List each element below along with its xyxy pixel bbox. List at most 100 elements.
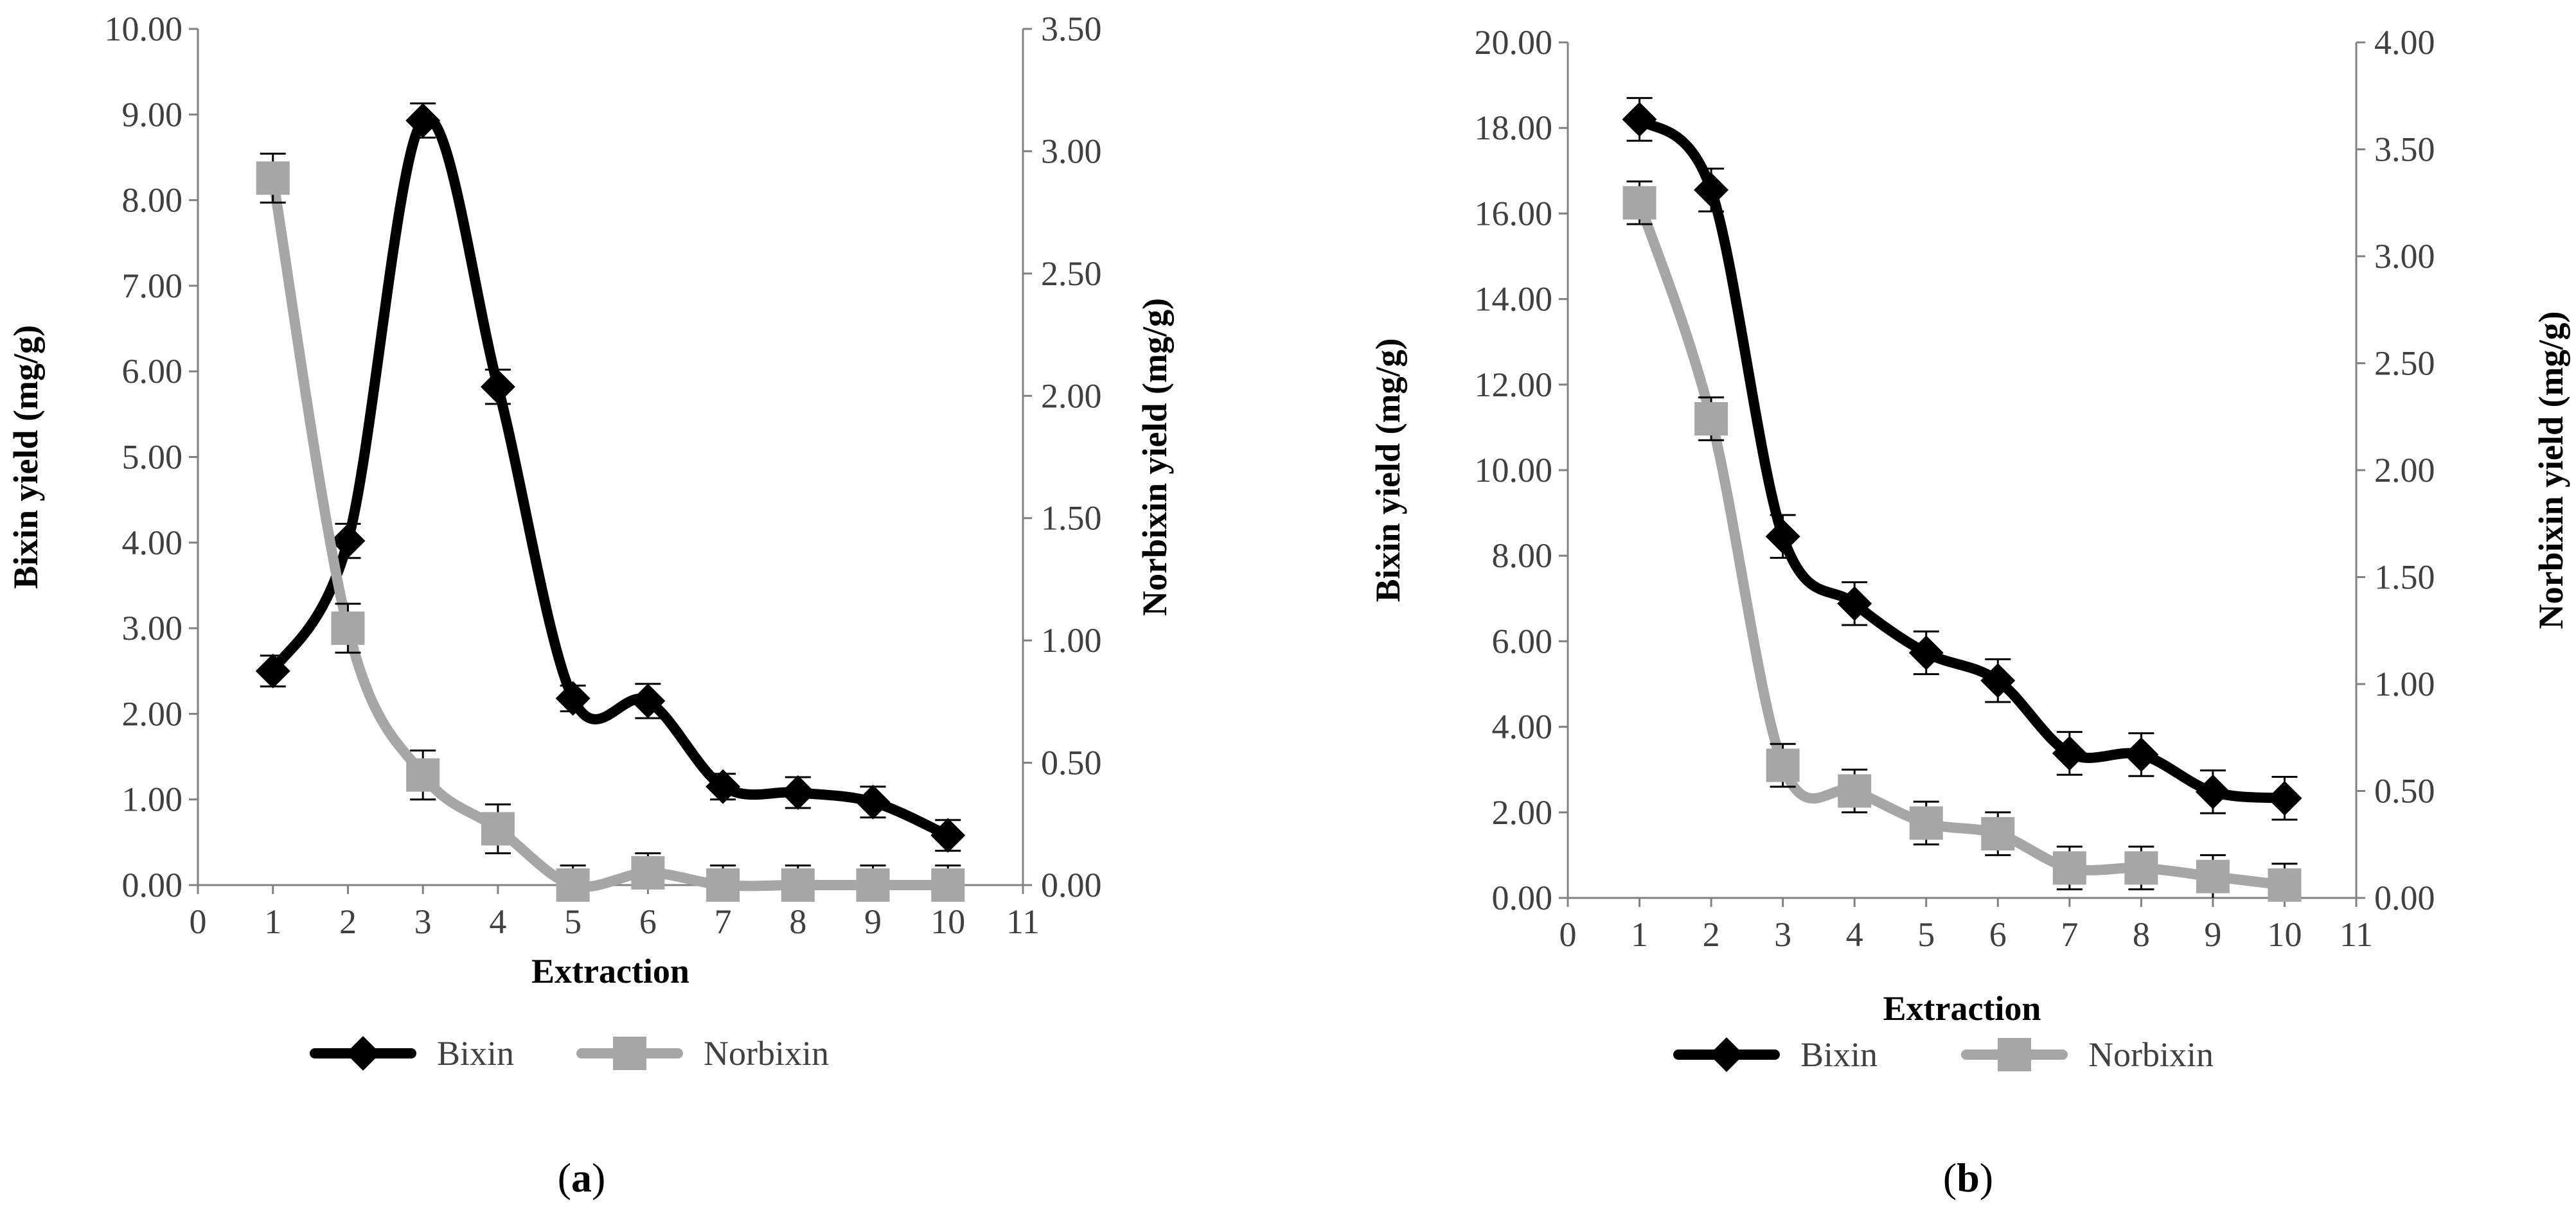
panel-label: (a) bbox=[558, 1155, 606, 1200]
y-tick-label: 6.00 bbox=[122, 352, 183, 391]
x-tick-label: 7 bbox=[2061, 915, 2078, 954]
y-tick-label: 3.00 bbox=[122, 609, 183, 647]
data-point-norbixin bbox=[256, 161, 290, 195]
y-tick-label: 16.00 bbox=[1475, 194, 1553, 233]
legend-marker bbox=[1709, 1037, 1744, 1072]
data-point-norbixin bbox=[406, 758, 440, 792]
y2-tick-label: 2.50 bbox=[2374, 344, 2435, 383]
data-point-bixin bbox=[2052, 735, 2087, 771]
x-tick-label: 2 bbox=[339, 902, 357, 941]
y-axis-title: Bixin yield (mg/g) bbox=[6, 325, 45, 589]
y2-tick-label: 0.50 bbox=[1041, 744, 1102, 782]
y-tick-label: 5.00 bbox=[122, 438, 183, 477]
y2-tick-label: 3.00 bbox=[1041, 132, 1102, 170]
x-tick-label: 0 bbox=[190, 902, 207, 941]
data-point-bixin bbox=[2124, 737, 2159, 772]
x-tick-label: 8 bbox=[789, 902, 806, 941]
data-point-norbixin bbox=[1838, 774, 1872, 808]
data-point-norbixin bbox=[856, 868, 890, 902]
x-tick-label: 9 bbox=[2204, 915, 2221, 954]
y2-tick-label: 4.00 bbox=[2374, 23, 2435, 62]
chart-panel-b: 0.002.004.006.008.0010.0012.0014.0016.00… bbox=[1369, 23, 2570, 1200]
y-tick-label: 8.00 bbox=[122, 181, 183, 220]
data-point-norbixin bbox=[556, 868, 590, 902]
chart-panel-a: 0.00 1.00 2.00 3.00 4.00 5.00 6.00 7.00 8.00 9.00… bbox=[6, 10, 1174, 1200]
data-point-norbixin bbox=[706, 868, 740, 902]
data-point-bixin bbox=[930, 818, 966, 853]
y2-axis-title: Norbixin yield (mg/g) bbox=[1135, 298, 1174, 616]
data-point-bixin bbox=[1908, 635, 1944, 671]
data-point-bixin bbox=[255, 653, 290, 689]
y2-tick-label: 0.00 bbox=[2374, 879, 2435, 917]
y2-tick-label: 1.50 bbox=[1041, 499, 1102, 538]
y-tick-label: 6.00 bbox=[1492, 622, 1553, 660]
series-line-bixin bbox=[267, 113, 954, 841]
series-norbixin bbox=[256, 152, 965, 902]
panel-label: (b) bbox=[1943, 1155, 1993, 1200]
legend-label: Bixin bbox=[1800, 1035, 1878, 1074]
y-tick-label: 4.00 bbox=[122, 523, 183, 562]
legend-label: Norbixin bbox=[2088, 1035, 2214, 1074]
data-point-bixin bbox=[2195, 774, 2230, 809]
x-tick-label: 1 bbox=[1631, 915, 1648, 954]
data-point-bixin bbox=[405, 103, 441, 138]
y-tick-label: 9.00 bbox=[122, 95, 183, 134]
data-point-bixin bbox=[706, 769, 741, 804]
y-tick-label: 14.00 bbox=[1475, 280, 1553, 319]
legend-marker bbox=[613, 1037, 646, 1070]
y-tick-label: 10.00 bbox=[105, 10, 183, 48]
y-tick-label: 7.00 bbox=[122, 267, 183, 305]
panel-letter: b bbox=[1957, 1155, 1980, 1200]
series-bixin bbox=[255, 102, 966, 853]
data-point-norbixin bbox=[2052, 851, 2086, 885]
data-point-norbixin bbox=[481, 812, 515, 846]
data-point-bixin bbox=[630, 683, 666, 719]
data-point-bixin bbox=[1837, 586, 1872, 621]
x-tick-label: 11 bbox=[2340, 915, 2373, 954]
data-point-bixin bbox=[1694, 172, 1729, 207]
data-point-bixin bbox=[855, 784, 891, 820]
data-point-norbixin bbox=[2268, 868, 2302, 902]
data-point-norbixin bbox=[781, 868, 815, 902]
data-point-norbixin bbox=[1766, 748, 1800, 782]
legend-entry-norbixin: Norbixin bbox=[576, 1034, 829, 1073]
data-point-norbixin bbox=[631, 856, 665, 890]
y2-tick-label: 1.00 bbox=[1041, 621, 1102, 660]
legend-label: Norbixin bbox=[704, 1034, 829, 1073]
x-tick-label: 3 bbox=[414, 902, 432, 941]
y2-tick-label: 1.00 bbox=[2374, 665, 2435, 703]
data-point-bixin bbox=[1765, 519, 1800, 554]
y-axis-title: Bixin yield (mg/g) bbox=[1369, 338, 1407, 602]
x-tick-label: 6 bbox=[1989, 915, 2007, 954]
data-point-norbixin bbox=[931, 868, 965, 902]
series-bixin bbox=[1622, 97, 2302, 821]
y2-tick-label: 2.00 bbox=[2374, 451, 2435, 489]
y2-tick-label: 0.00 bbox=[1041, 866, 1102, 904]
y-tick-label: 8.00 bbox=[1492, 536, 1553, 575]
legend-label: Bixin bbox=[437, 1034, 514, 1073]
y2-tick-label: 1.50 bbox=[2374, 558, 2435, 597]
x-tick-label: 5 bbox=[564, 902, 582, 941]
legend-marker bbox=[1998, 1038, 2031, 1071]
y2-tick-label: 3.00 bbox=[2374, 237, 2435, 276]
data-point-bixin bbox=[2267, 780, 2302, 816]
legend-entry-bixin: Bixin bbox=[1673, 1035, 1878, 1074]
y-tick-label: 18.00 bbox=[1475, 109, 1553, 147]
panel-letter: a bbox=[571, 1155, 592, 1200]
data-point-bixin bbox=[1980, 663, 2016, 698]
y2-tick-label: 3.50 bbox=[2374, 130, 2435, 169]
x-tick-label: 11 bbox=[1006, 902, 1040, 941]
y-tick-label: 4.00 bbox=[1492, 708, 1553, 746]
x-tick-label: 10 bbox=[2267, 915, 2302, 954]
data-point-bixin bbox=[555, 681, 591, 716]
x-tick-label: 8 bbox=[2133, 915, 2150, 954]
data-point-norbixin bbox=[1694, 402, 1728, 436]
x-tick-label: 0 bbox=[1559, 915, 1577, 954]
x-tick-label: 4 bbox=[1846, 915, 1863, 954]
data-point-norbixin bbox=[1909, 806, 1943, 840]
y-tick-label: 2.00 bbox=[1492, 793, 1553, 832]
legend-entry-norbixin: Norbixin bbox=[1961, 1035, 2214, 1074]
data-point-norbixin bbox=[2124, 851, 2158, 885]
y-tick-label: 1.00 bbox=[122, 780, 183, 819]
y2-tick-label: 0.50 bbox=[2374, 772, 2435, 811]
